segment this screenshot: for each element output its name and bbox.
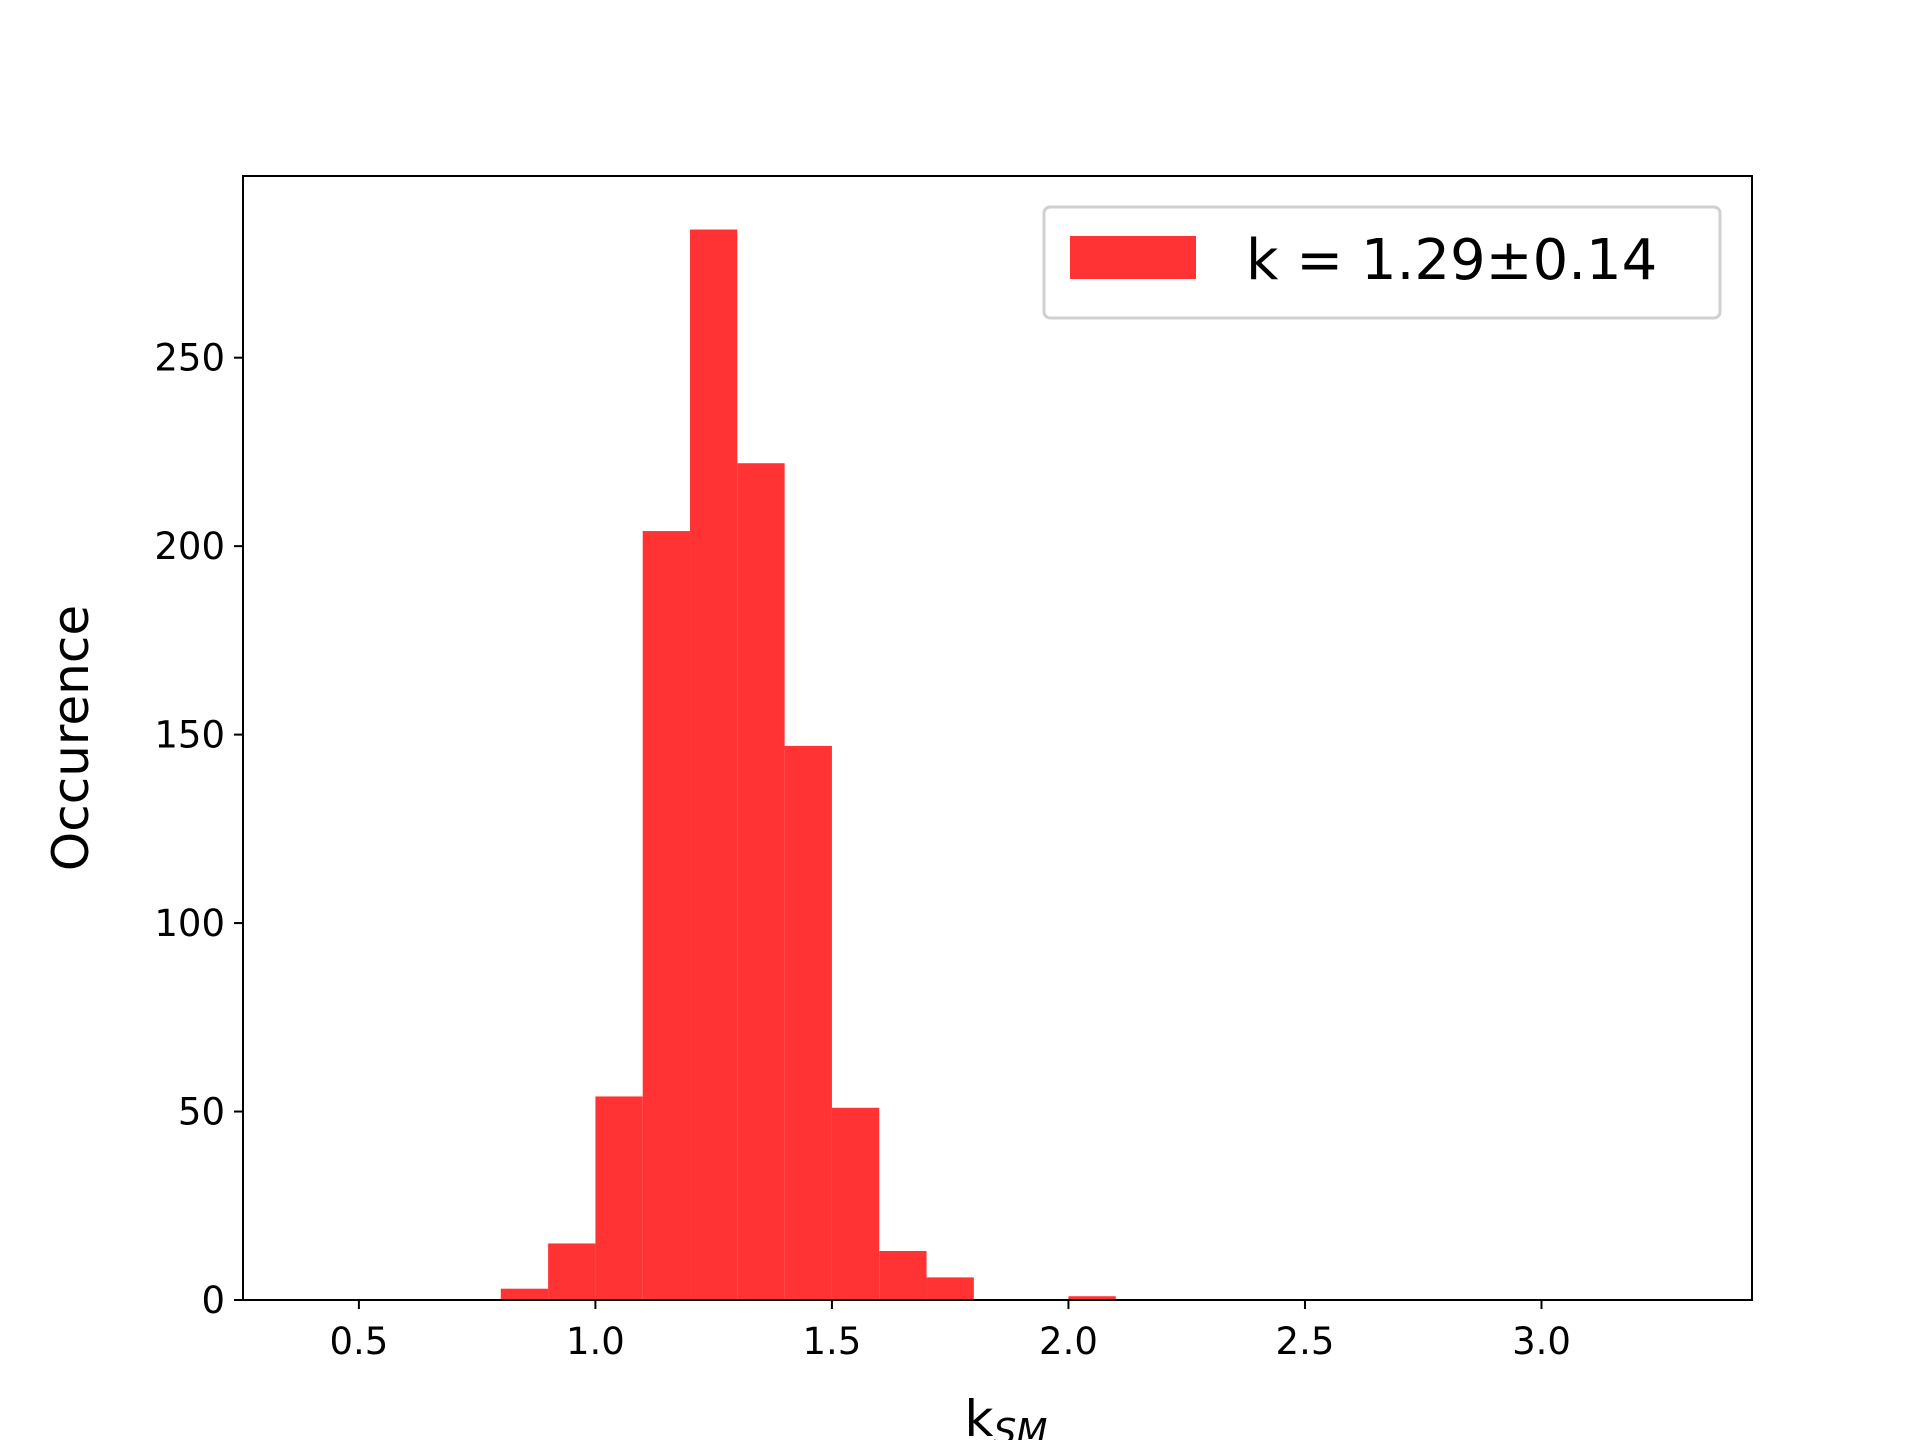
x-tick-label: 0.5	[329, 1320, 388, 1363]
plot-frame	[242, 175, 1753, 1301]
x-label-main: k	[965, 1390, 994, 1440]
bar	[642, 531, 691, 1300]
bar	[926, 1277, 974, 1300]
x-tick-label: 2.5	[1276, 1320, 1335, 1363]
x-label-subscript: SM	[994, 1412, 1048, 1440]
y-tick-label: 250	[154, 337, 225, 380]
x-tick-label: 1.5	[803, 1320, 862, 1363]
x-tick-label: 1.0	[566, 1320, 625, 1363]
x-tick-label: 3.0	[1512, 1320, 1571, 1363]
bar	[879, 1250, 927, 1300]
y-tick-label: 100	[154, 902, 225, 945]
bar	[831, 1107, 880, 1300]
bar	[690, 229, 738, 1300]
y-tick-label: 50	[178, 1091, 225, 1134]
bar	[737, 463, 785, 1300]
bar	[500, 1288, 549, 1300]
y-tick-label: 200	[154, 525, 225, 568]
y-tick-label: 150	[154, 714, 225, 757]
bar	[784, 745, 832, 1300]
legend-swatch	[1070, 236, 1196, 279]
bar	[595, 1096, 643, 1300]
x-axis-label: kSM	[965, 1390, 1048, 1440]
y-tick-label: 0	[201, 1279, 225, 1322]
x-tick-label: 2.0	[1039, 1320, 1098, 1363]
bar	[548, 1243, 596, 1300]
legend-label: k = 1.29±0.14	[1246, 228, 1657, 293]
bar	[1068, 1296, 1116, 1300]
y-axis-label: Occurence	[42, 605, 100, 871]
legend-box	[1042, 205, 1722, 320]
